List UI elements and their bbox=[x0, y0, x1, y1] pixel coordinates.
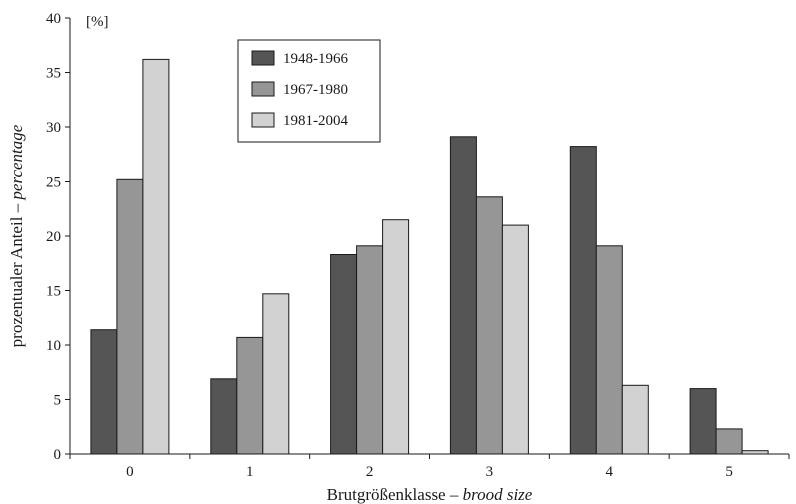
axes-group bbox=[69, 18, 789, 455]
legend-swatch-1967-1980 bbox=[251, 81, 275, 97]
bars-group bbox=[90, 58, 769, 455]
bar-1981-2004-cat-3 bbox=[501, 224, 529, 455]
bar-1948-1966-cat-0 bbox=[90, 329, 118, 455]
bar-1948-1966-cat-5 bbox=[689, 388, 717, 455]
y-axis-label-italic: percentage bbox=[7, 124, 26, 200]
y-tick-label-5: 5 bbox=[54, 393, 62, 409]
legend-label-1967-1980: 1967-1980 bbox=[283, 82, 348, 98]
bar-1948-1966-cat-1 bbox=[210, 378, 238, 455]
x-tick-label-4: 4 bbox=[606, 464, 614, 480]
y-tick-label-0: 0 bbox=[54, 447, 62, 463]
x-tick-label-5: 5 bbox=[725, 464, 733, 480]
y-tick-label-40: 40 bbox=[46, 11, 61, 27]
x-tick-label-1: 1 bbox=[246, 464, 254, 480]
legend-swatch-1981-2004 bbox=[251, 112, 275, 128]
bar-1967-1980-cat-5 bbox=[715, 428, 743, 455]
bar-1981-2004-cat-2 bbox=[382, 219, 410, 455]
y-axis-label-plain: prozentualer Anteil – bbox=[7, 200, 26, 348]
bar-1967-1980-cat-2 bbox=[356, 245, 384, 455]
y-axis-label: prozentualer Anteil – percentage bbox=[7, 124, 26, 347]
x-axis-label-plain: Brutgrößenklasse – bbox=[327, 485, 463, 504]
y-axis-unit-label: [%] bbox=[86, 14, 109, 30]
legend-swatch-1948-1966 bbox=[251, 50, 275, 66]
legend: 1948-1966 1967-1980 1981-2004 bbox=[237, 39, 381, 143]
y-tick-label-25: 25 bbox=[46, 175, 61, 191]
x-axis-label-italic: brood size bbox=[463, 485, 533, 504]
bar-1948-1966-cat-4 bbox=[569, 146, 597, 455]
x-tick-label-3: 3 bbox=[486, 464, 494, 480]
bar-1948-1966-cat-3 bbox=[449, 136, 477, 455]
y-tick-label-15: 15 bbox=[46, 284, 61, 300]
y-tick-label-10: 10 bbox=[46, 338, 61, 354]
legend-label-1981-2004: 1981-2004 bbox=[283, 113, 348, 129]
ticks-group: 0 5 10 15 20 25 30 35 40 0 1 2 3 4 5 bbox=[46, 11, 790, 480]
legend-label-1948-1966: 1948-1966 bbox=[283, 51, 348, 67]
y-tick-label-35: 35 bbox=[46, 66, 61, 82]
bar-1981-2004-cat-0 bbox=[142, 58, 170, 455]
bar-1981-2004-cat-4 bbox=[621, 384, 649, 455]
bar-1981-2004-cat-1 bbox=[262, 293, 290, 455]
y-tick-label-30: 30 bbox=[46, 120, 61, 136]
y-tick-label-20: 20 bbox=[46, 229, 61, 245]
x-tick-label-0: 0 bbox=[126, 464, 134, 480]
x-tick-label-2: 2 bbox=[366, 464, 374, 480]
bar-1967-1980-cat-3 bbox=[475, 196, 503, 455]
bar-1967-1980-cat-4 bbox=[595, 245, 623, 455]
x-axis-label: Brutgrößenklasse – brood size bbox=[327, 485, 533, 504]
bar-1967-1980-cat-0 bbox=[116, 178, 144, 455]
bar-1967-1980-cat-1 bbox=[236, 336, 264, 455]
bar-1948-1966-cat-2 bbox=[330, 254, 358, 455]
